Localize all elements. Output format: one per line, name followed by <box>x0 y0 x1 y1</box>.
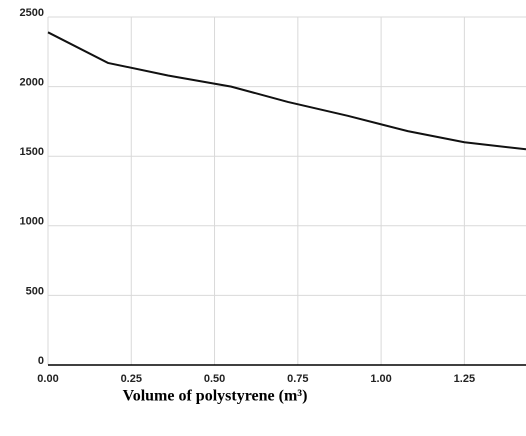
y-tick-label: 2500 <box>20 7 44 19</box>
x-axis-title: Volume of polystyrene (m³) <box>123 388 308 405</box>
x-tick-label: 0.75 <box>287 373 308 385</box>
y-tick-label: 1000 <box>20 216 44 228</box>
data-line <box>47 31 526 151</box>
y-tick-label: 2000 <box>20 77 44 89</box>
x-tick-label: 0.00 <box>37 373 58 385</box>
x-tick-label: 1.00 <box>370 373 391 385</box>
x-tick-label: 0.25 <box>121 373 142 385</box>
y-tick-label: 0 <box>38 355 44 367</box>
y-tick-label: 1500 <box>20 146 44 158</box>
x-tick-label: 0.50 <box>204 373 225 385</box>
x-tick-label: 1.25 <box>454 373 475 385</box>
y-tick-label: 500 <box>26 285 44 297</box>
